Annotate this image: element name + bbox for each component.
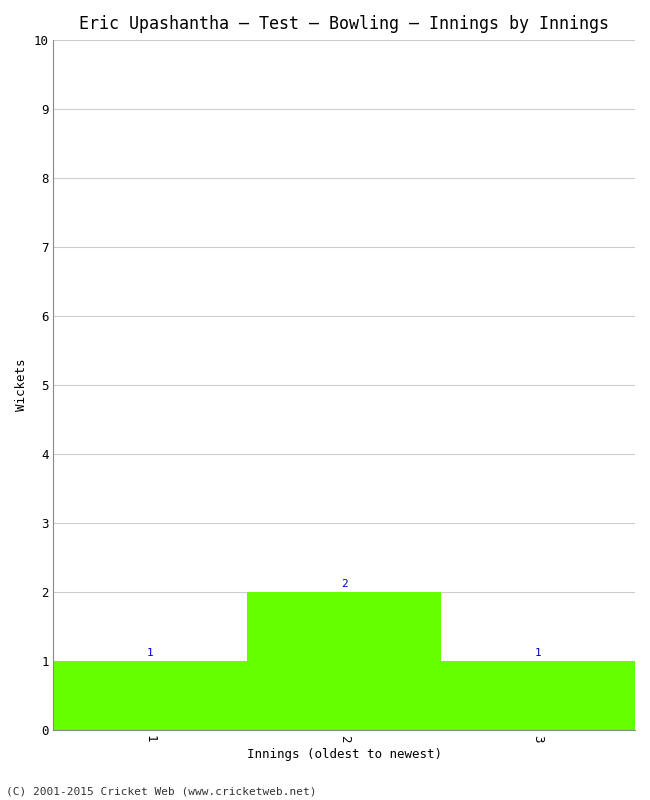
Text: 1: 1 [535,648,541,658]
Text: 2: 2 [341,579,348,590]
Y-axis label: Wickets: Wickets [15,359,28,411]
Bar [53,661,247,730]
Title: Eric Upashantha – Test – Bowling – Innings by Innings: Eric Upashantha – Test – Bowling – Innin… [79,15,609,33]
Bar [441,661,635,730]
Text: (C) 2001-2015 Cricket Web (www.cricketweb.net): (C) 2001-2015 Cricket Web (www.cricketwe… [6,786,317,796]
Bar [247,592,441,730]
Text: 1: 1 [147,648,153,658]
X-axis label: Innings (oldest to newest): Innings (oldest to newest) [247,748,442,761]
